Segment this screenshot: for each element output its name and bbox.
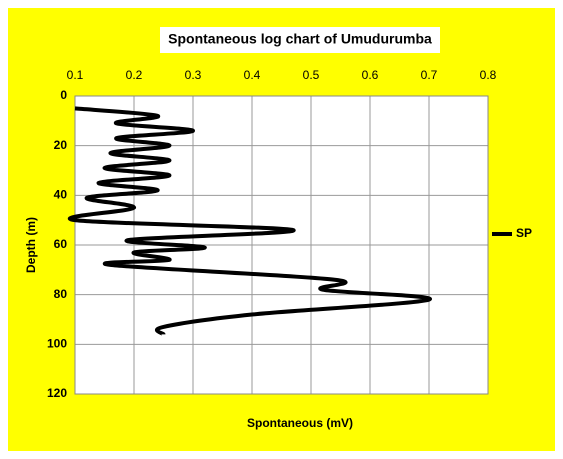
x-tick-label: 0.6 (362, 68, 379, 82)
x-tick-label: 0.4 (244, 68, 261, 82)
plot-border (74, 95, 489, 395)
y-tick-label: 40 (54, 188, 68, 202)
x-tick-label: 0.8 (480, 68, 497, 82)
y-tick-label: 100 (47, 337, 67, 351)
x-tick-label: 0.1 (67, 68, 84, 82)
y-tick-label: 120 (47, 386, 67, 400)
y-tick-label: 0 (60, 88, 67, 102)
title-box (160, 27, 440, 53)
chart-title: Spontaneous log chart of Umudurumba (168, 31, 432, 47)
x-tick-label: 0.2 (126, 68, 143, 82)
legend-label: SP (516, 226, 532, 240)
y-tick-label: 20 (54, 138, 68, 152)
sp-line (68, 106, 432, 337)
x-tick-label: 0.3 (185, 68, 202, 82)
y-tick-label: 80 (54, 287, 68, 301)
y-tick-label: 60 (54, 237, 68, 251)
y-axis-title: Depth (m) (24, 217, 38, 273)
x-tick-label: 0.7 (421, 68, 438, 82)
x-tick-label: 0.5 (303, 68, 320, 82)
x-axis-title: Spontaneous (mV) (247, 416, 353, 430)
